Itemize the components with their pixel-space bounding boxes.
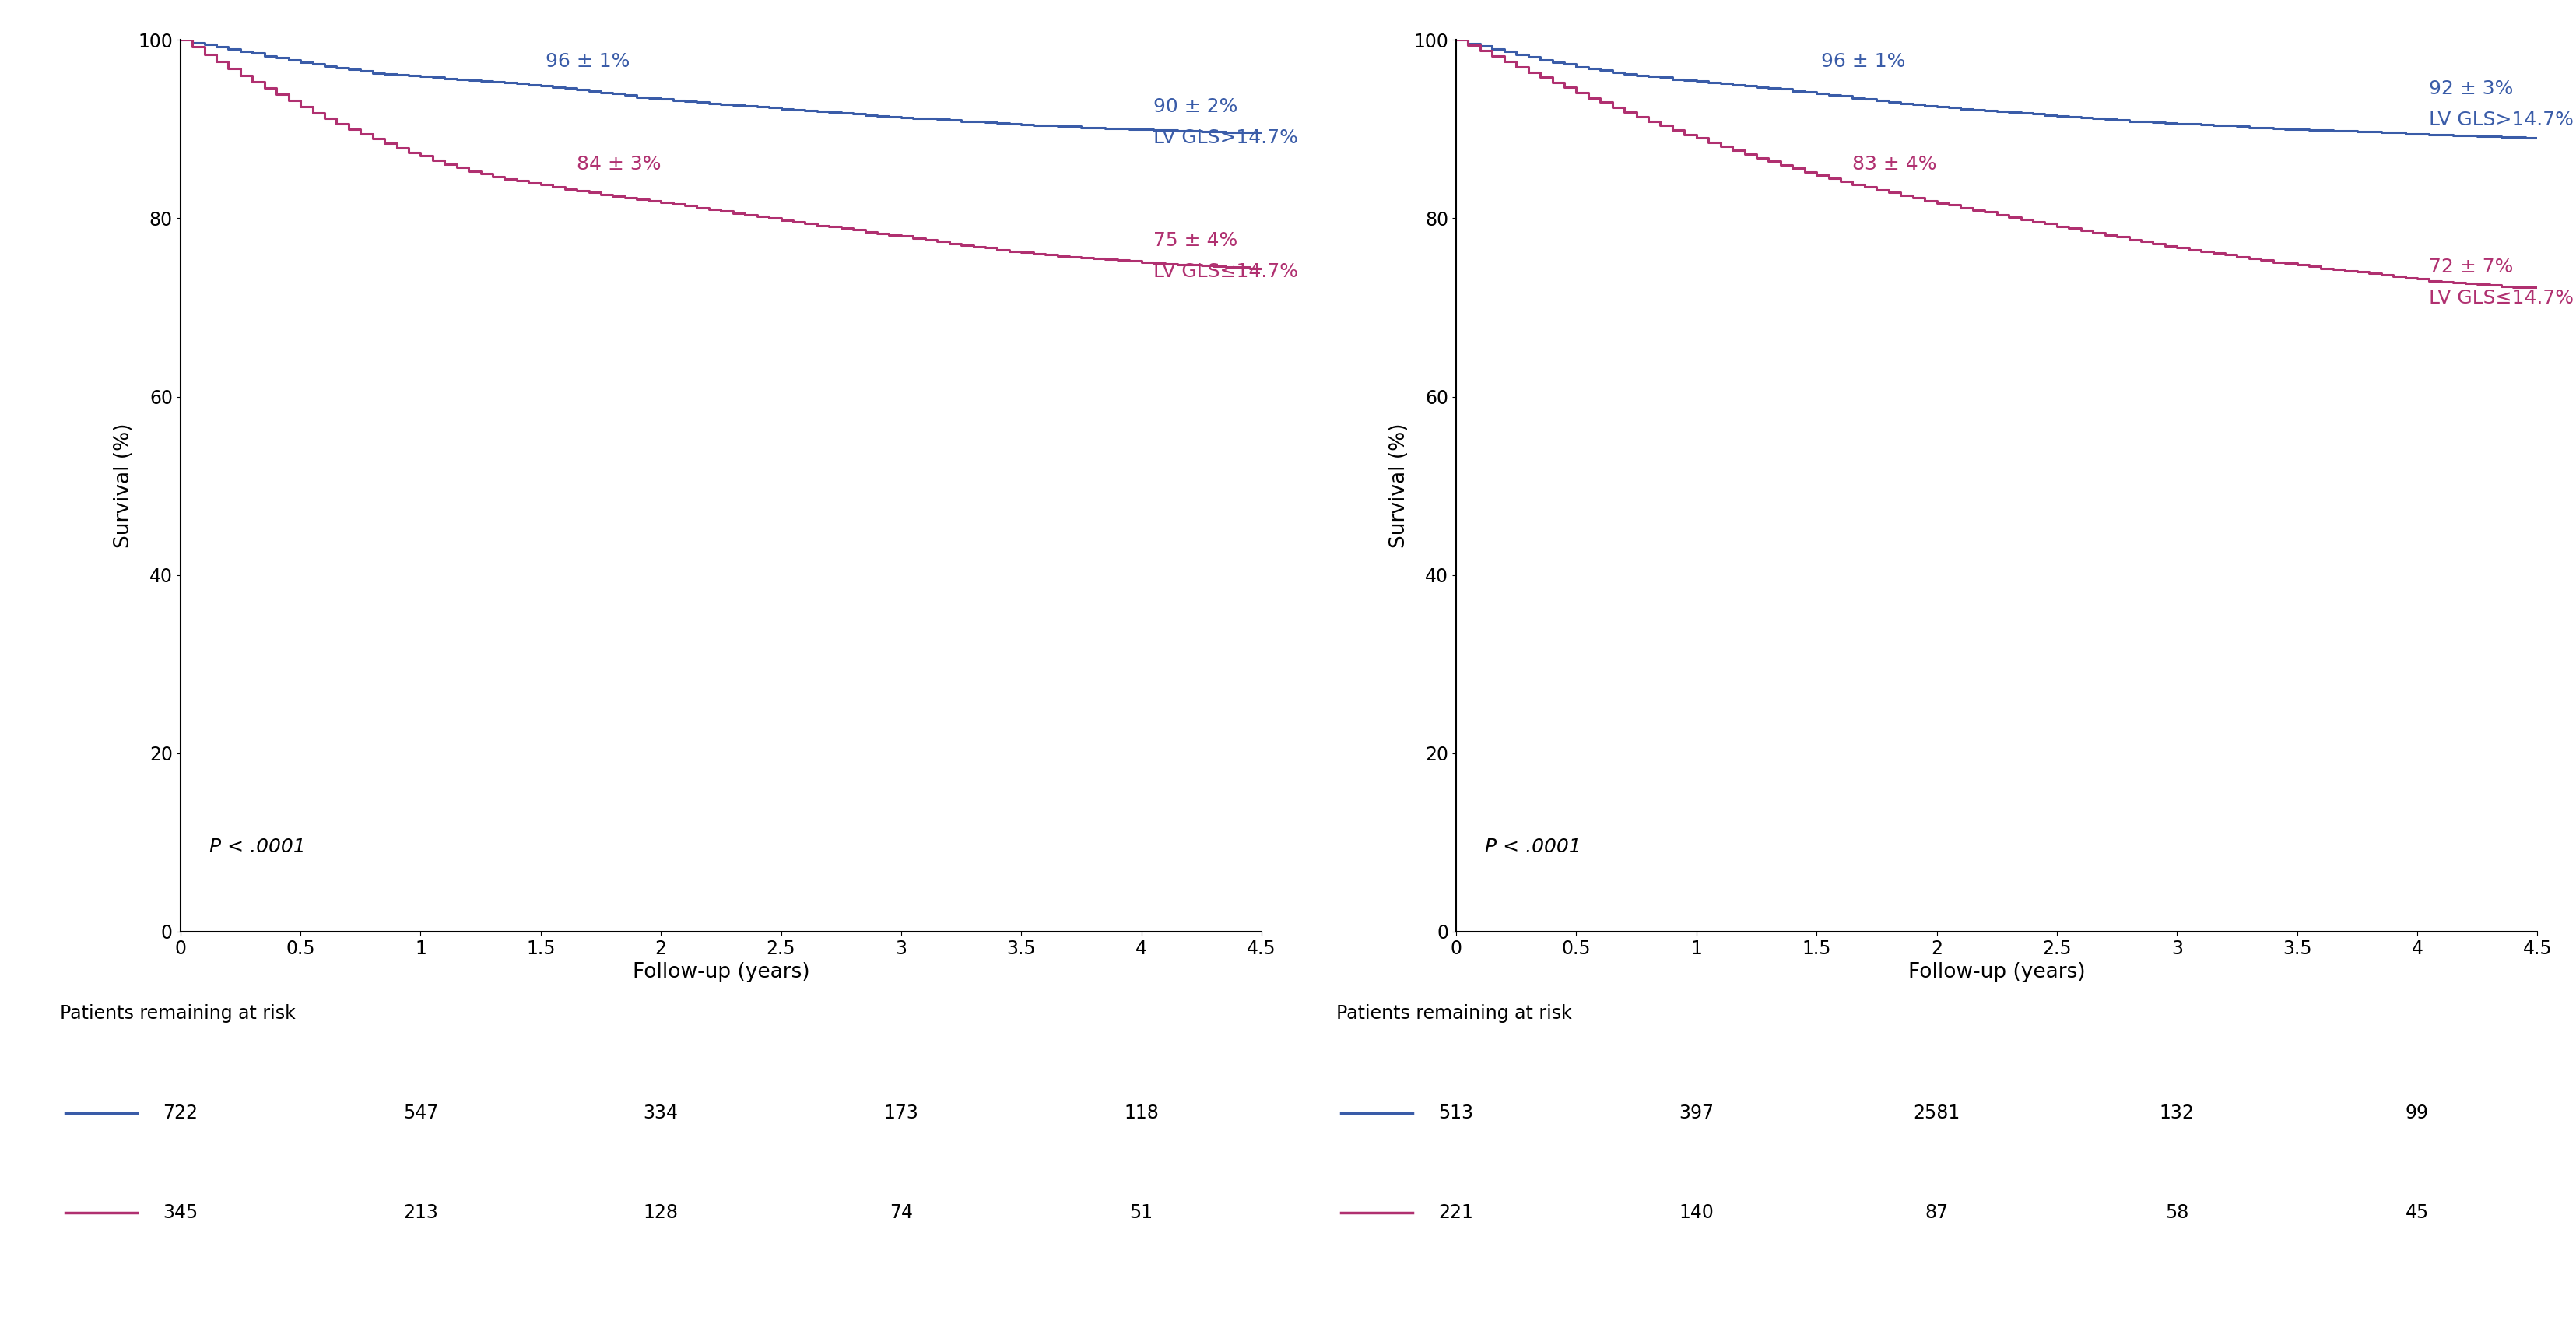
Text: 90 ± 2%: 90 ± 2% [1154,97,1236,116]
Text: LV GLS>14.7%: LV GLS>14.7% [1154,128,1298,146]
Text: 334: 334 [644,1103,677,1122]
Text: 173: 173 [884,1103,920,1122]
Text: LV GLS>14.7%: LV GLS>14.7% [2429,110,2573,129]
Text: 83 ± 4%: 83 ± 4% [1852,154,1937,173]
Y-axis label: Survival (%): Survival (%) [1388,423,1409,548]
Text: P < .0001: P < .0001 [1484,837,1582,856]
X-axis label: Follow-up (years): Follow-up (years) [631,962,809,982]
Text: 51: 51 [1131,1203,1154,1222]
X-axis label: Follow-up (years): Follow-up (years) [1909,962,2087,982]
Text: 58: 58 [2166,1203,2190,1222]
Text: 2581: 2581 [1914,1103,1960,1122]
Text: 221: 221 [1437,1203,1473,1222]
Y-axis label: Survival (%): Survival (%) [113,423,134,548]
Text: 118: 118 [1123,1103,1159,1122]
Text: LV GLS≤14.7%: LV GLS≤14.7% [2429,289,2573,307]
Text: 45: 45 [2406,1203,2429,1222]
Text: 213: 213 [402,1203,438,1222]
Text: 140: 140 [1680,1203,1713,1222]
Text: Patients remaining at risk: Patients remaining at risk [59,1004,296,1022]
Text: LV GLS≤14.7%: LV GLS≤14.7% [1154,262,1298,281]
Text: 96 ± 1%: 96 ± 1% [546,52,631,71]
Text: 132: 132 [2159,1103,2195,1122]
Text: 96 ± 1%: 96 ± 1% [1821,52,1906,71]
Text: P < .0001: P < .0001 [209,837,307,856]
Text: 513: 513 [1437,1103,1473,1122]
Text: Patients remaining at risk: Patients remaining at risk [1337,1004,1571,1022]
Text: 87: 87 [1924,1203,1947,1222]
Text: 345: 345 [162,1203,198,1222]
Text: 547: 547 [402,1103,438,1122]
Text: 74: 74 [889,1203,912,1222]
Text: 92 ± 3%: 92 ± 3% [2429,80,2514,98]
Text: 75 ± 4%: 75 ± 4% [1154,230,1236,249]
Text: 84 ± 3%: 84 ± 3% [577,154,662,173]
Text: 722: 722 [162,1103,198,1122]
Text: 72 ± 7%: 72 ± 7% [2429,258,2514,277]
Text: 128: 128 [644,1203,677,1222]
Text: 99: 99 [2406,1103,2429,1122]
Text: 397: 397 [1680,1103,1713,1122]
